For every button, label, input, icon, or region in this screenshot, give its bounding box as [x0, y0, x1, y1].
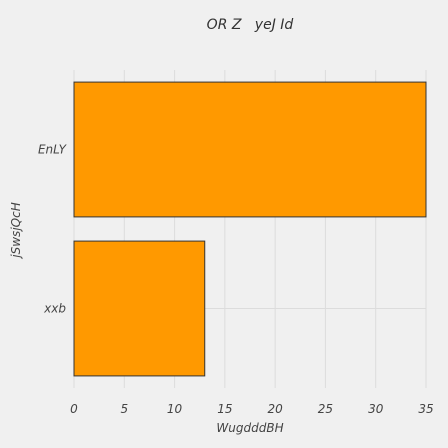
x-tick-label: 5 — [120, 402, 128, 416]
x-tick-label: 0 — [70, 402, 78, 416]
bar-EnLY — [73, 81, 427, 218]
y-tick-label: xxb — [43, 302, 66, 316]
y-axis-label: jSwsjQcH — [9, 202, 23, 259]
x-axis-label: WugdddBH — [216, 421, 283, 435]
x-tick-label: 25 — [318, 402, 333, 416]
y-tick-label: EnLY — [38, 143, 68, 157]
x-tick-label: 10 — [167, 402, 183, 416]
chart-title: OR Z yeJ Id — [207, 17, 294, 33]
bar-xxb — [73, 240, 206, 377]
bars — [73, 81, 427, 377]
x-tick-label: 15 — [217, 402, 232, 416]
x-tick-label: 30 — [368, 402, 384, 416]
x-tick-label: 20 — [268, 402, 284, 416]
x-tick-labels: 0 5 10 15 20 25 30 35 — [70, 402, 433, 416]
x-tick-label: 35 — [418, 402, 433, 416]
y-tick-labels: xxb EnLY — [38, 143, 68, 316]
